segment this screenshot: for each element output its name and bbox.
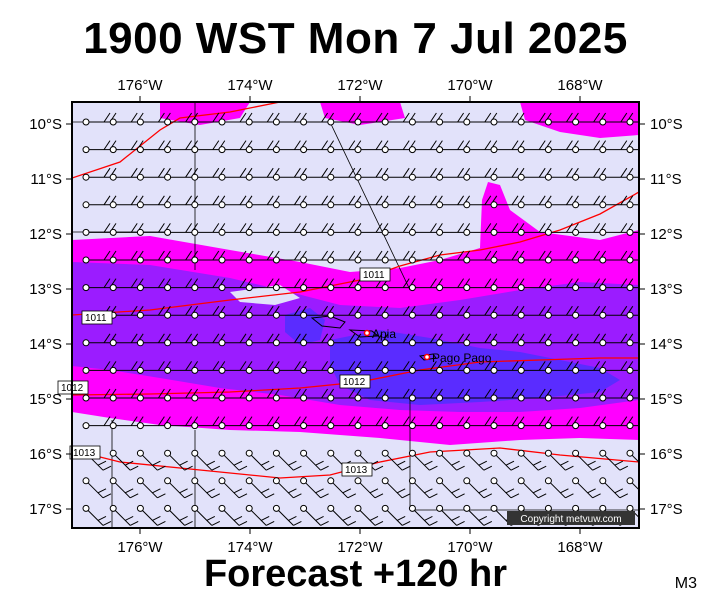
lon-label-bottom: 168°W [557,539,603,556]
isobar-labels: 1011 1011 1012 1012 1013 1013 [57,267,391,477]
ticks [139,96,581,534]
isobar-label: 1012 [343,377,366,388]
lat-label-right: 14°S [650,336,683,353]
lat-label-right: 16°S [650,446,683,463]
map-frame [71,101,640,529]
lat-label-left: 13°S [29,281,62,298]
lat-label-left: 17°S [29,501,62,518]
lon-label-top: 174°W [227,77,273,94]
isobar-label: 1013 [73,448,96,459]
region-code: M3 [674,575,697,592]
isobar-label: 1011 [85,313,107,324]
lon-label-top: 168°W [557,77,603,94]
lon-label-bottom: 176°W [117,539,163,556]
pago-pago-label: Pago Pago [432,351,492,365]
lat-label-right: 11°S [650,171,682,188]
lat-label-left: 15°S [29,391,62,408]
lat-label-right: 12°S [650,226,683,243]
lat-label-right: 13°S [650,281,683,298]
forecast-label: Forecast +120 hr [203,553,508,595]
lon-label-bottom: 170°W [447,539,493,556]
apia-marker [363,329,371,337]
pago-marker [423,353,431,361]
savaii-island [310,315,346,329]
apia-label: Apia [372,327,396,341]
lat-label-left: 11°S [30,171,62,188]
lat-label-right: 10°S [650,116,683,133]
wind-band-north-1 [160,102,250,125]
copyright-text: Copyright metvuw.com [520,514,621,525]
lon-label-bottom: 172°W [337,539,383,556]
upolu-island [348,329,380,338]
lat-label-left: 10°S [29,116,62,133]
lon-label-bottom: 174°W [227,539,273,556]
lat-labels: 10°S 10°S 11°S 11°S 12°S 12°S 13°S 13°S 14°S 14°S… [29,116,682,518]
wind-band-north-3 [520,102,639,138]
copyright-box [507,511,635,525]
isobar-label: 1013 [345,465,368,476]
map-area [72,102,639,528]
lon-label-top: 172°W [337,77,383,94]
wind-core-blue [330,330,620,405]
lat-label-left: 12°S [29,226,62,243]
lat-label-left: 16°S [29,446,62,463]
lon-label-top: 176°W [117,77,163,94]
isobar-label: 1011 [363,270,385,281]
lon-label-top: 170°W [447,77,493,94]
map-title: 1900 WST Mon 7 Jul 2025 [83,14,628,63]
lat-label-left: 14°S [29,336,62,353]
lat-label-right: 17°S [650,501,683,518]
lat-label-right: 15°S [650,391,683,408]
isobar-1012 [72,357,639,396]
